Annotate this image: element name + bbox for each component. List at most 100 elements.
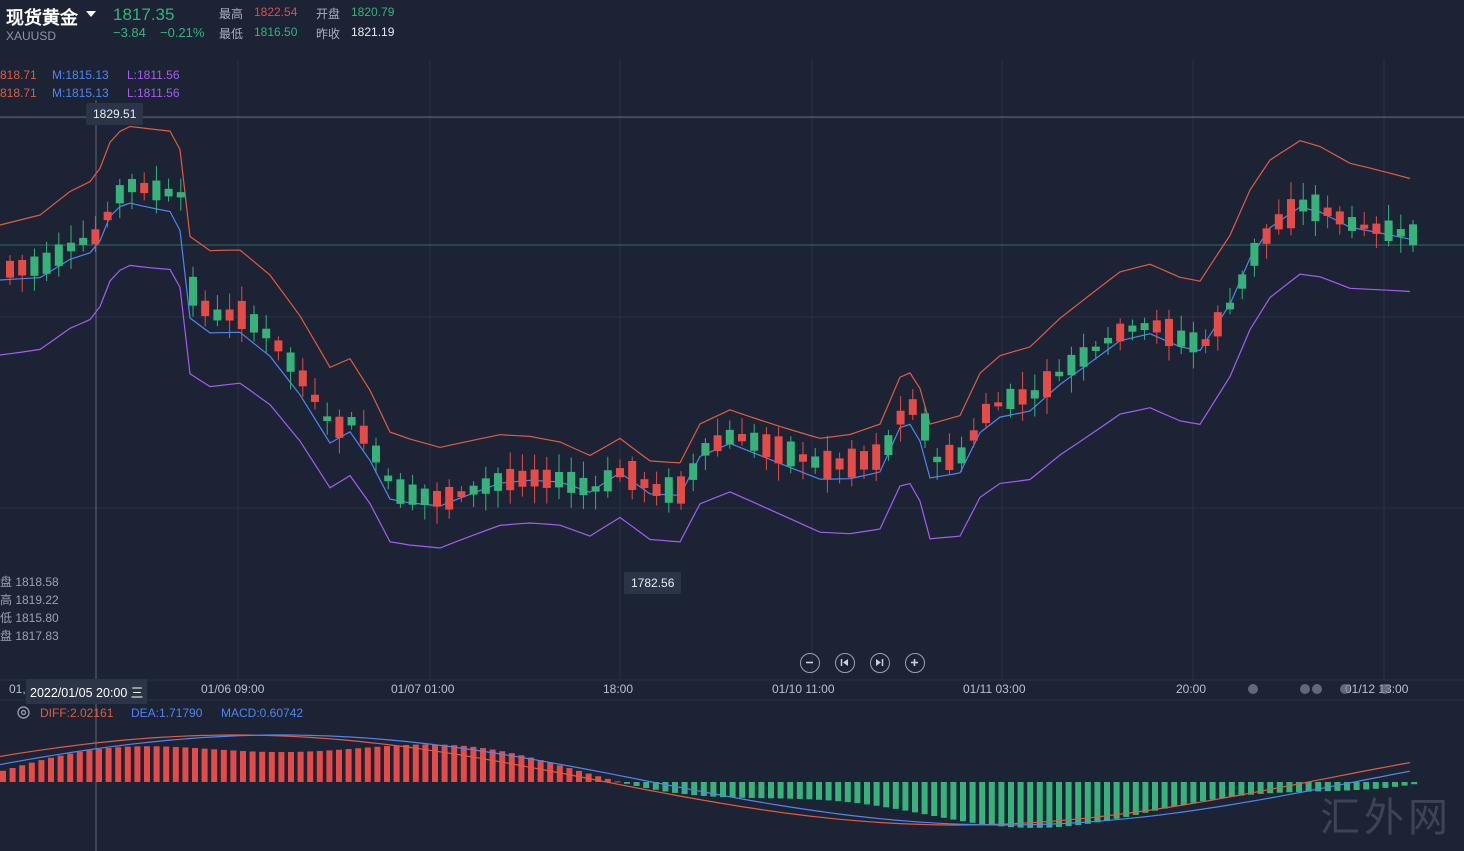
candle-body [969,430,978,441]
macd-histogram-bar [931,782,938,817]
candle-body [603,470,612,492]
macd-histogram-bar [1238,782,1245,796]
macd-histogram-bar [220,749,227,782]
candle-body [713,435,722,452]
candle-body [18,259,27,276]
candle-body [1152,320,1161,333]
candle-body [1104,337,1112,344]
candle-body [347,417,356,426]
macd-histogram-bar [604,778,611,782]
macd-histogram-bar [499,751,506,782]
time-tick: 20:00 [1176,682,1207,696]
scroll-indicator-dot[interactable] [1248,684,1258,694]
macd-histogram-bar [278,752,285,782]
candle-body [372,445,380,463]
macd-histogram-bar [192,748,198,782]
macd-histogram-bar [259,751,266,782]
candle-body [103,211,112,221]
macd-histogram-bar [624,782,630,784]
macd-histogram-bar [777,782,784,799]
low-marker-label: 1782.56 [624,572,682,594]
high-value: 1822.54 [254,5,298,19]
macd-histogram-bar [854,782,861,804]
macd-dea-label: DEA:1.71790 [131,706,203,720]
candle-body [567,471,576,493]
scroll-forward-button[interactable] [870,653,890,673]
macd-histogram-bar [729,782,736,798]
macd-histogram-bar [489,749,496,782]
zoom-out-button[interactable] [800,653,820,673]
candle-body [530,469,539,487]
macd-histogram-bar [1257,782,1264,794]
candle-body [54,244,63,266]
macd-histogram-bar [1036,782,1043,828]
candle-body [677,476,685,504]
candle-body [115,185,124,204]
candle-body [786,441,795,467]
instrument-name[interactable]: 现货黄金 [6,8,78,28]
scroll-indicator-dot[interactable] [1312,684,1322,694]
macd-histogram-bar [748,782,755,798]
macd-histogram-bar [326,750,333,782]
candle-body [201,300,210,317]
high-label: 最高 [219,7,244,21]
macd-histogram-bar [1382,782,1389,788]
macd-histogram-bar [355,748,362,782]
prev-close-label: 昨收 [316,27,341,41]
candle-body [67,242,75,252]
macd-histogram-bar [134,746,141,782]
candle-body [433,490,441,507]
price-change-pct: −0.21% [160,25,205,40]
chevron-down-icon[interactable] [86,11,96,17]
macd-histogram-bar [768,782,774,799]
macd-histogram-bar [67,753,74,782]
candle-body [994,402,1003,407]
candle-body [1348,217,1356,231]
macd-histogram-bar [1104,782,1110,821]
candle-body [1091,346,1100,351]
boll-upper-line [0,125,1411,464]
zoom-in-button[interactable] [905,653,925,673]
price-change: −3.84 [113,25,146,40]
scroll-back-button[interactable] [835,653,855,673]
prev-close-value: 1821.19 [351,25,395,39]
candle-body [933,456,942,463]
ohlc-open: 盘 1818.58 [0,575,59,589]
macd-histogram-bar [240,751,246,782]
time-tick: 18:00 [603,682,634,696]
candle-body [1116,323,1125,342]
macd-histogram-bar [988,782,995,826]
candle-body [1287,199,1295,229]
macd-histogram-bar [816,782,822,800]
open-label: 开盘 [316,7,341,21]
instrument-symbol: XAUUSD [6,29,57,43]
scroll-indicator-dot[interactable] [1300,684,1310,694]
candle-body [1396,229,1405,237]
boll-mid-2: M:1815.13 [52,86,109,100]
scroll-indicator-dot[interactable] [1340,684,1350,694]
macd-histogram-bar [892,782,899,809]
time-axis-partial: 01, [9,682,26,696]
skip-forward-icon [876,659,884,666]
macd-histogram-bar [153,746,160,782]
gear-icon[interactable] [16,705,31,720]
candle-body [128,179,136,193]
macd-histogram-bar [297,751,304,782]
last-price: 1817.35 [113,5,175,24]
time-tick: 01/10 11:00 [772,682,835,696]
candle-body [298,370,307,387]
macd-histogram-bar [710,782,717,797]
scroll-indicator-dot[interactable] [1380,684,1390,694]
low-label: 最低 [219,27,244,41]
macd-histogram-bar [528,757,534,782]
candle-body [652,484,661,496]
candle-body [1030,390,1039,399]
boll-lower-line [0,264,1411,549]
macd-histogram-bar [979,782,986,825]
candle-body [213,309,222,321]
time-tick: 01/06 09:00 [201,682,265,696]
candle-body [445,486,454,510]
candle-body [384,475,393,482]
macd-histogram-bar [998,782,1005,827]
